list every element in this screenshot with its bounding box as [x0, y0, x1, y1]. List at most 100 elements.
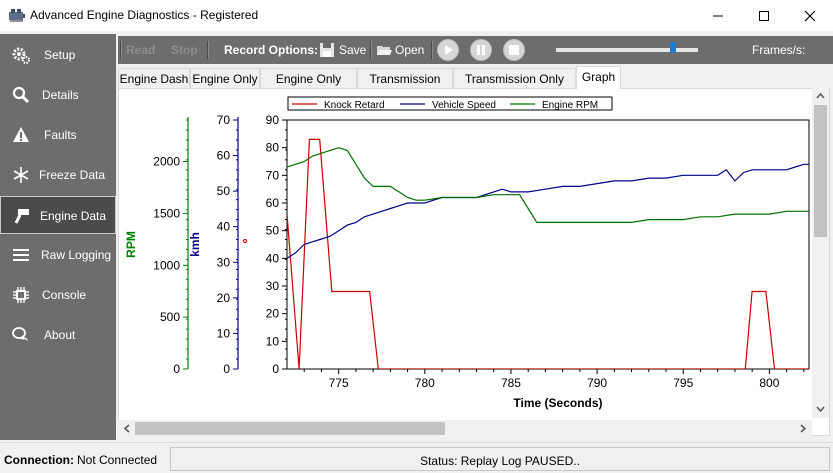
sidebar-item-setup[interactable]: Setup [0, 36, 116, 74]
tab-transmission-only[interactable]: Transmission Only [357, 68, 453, 100]
legend-label: Engine RPM [542, 100, 598, 111]
snowflake-icon [13, 167, 29, 183]
sidebar-item-label: Engine Data [40, 209, 107, 223]
minimize-button[interactable] [695, 0, 741, 31]
y-tick-label: 20 [217, 291, 231, 305]
y-tick-label: 0 [173, 362, 180, 376]
sidebar-item-raw-logging[interactable]: Raw Logging [0, 236, 116, 274]
toolbar: Read Stop Record Options: Save Open Fram… [118, 36, 833, 64]
y-tick-label: 1000 [153, 258, 180, 272]
sidebar-item-faults[interactable]: Faults [0, 116, 116, 154]
tab-label: Graph [581, 70, 616, 84]
folder-open-icon [377, 46, 392, 55]
title-bar: Advanced Engine Diagnostics - Registered [0, 0, 833, 31]
legend-label: Vehicle Speed [432, 100, 496, 111]
magnifier-icon [12, 86, 30, 104]
piston-icon [14, 209, 29, 224]
x-tick-label: 785 [501, 376, 521, 390]
sidebar-item-about[interactable]: About [0, 316, 116, 354]
close-button[interactable] [787, 0, 833, 31]
tab-engine-only-flags[interactable]: Engine Only Flags [260, 68, 357, 100]
axis-marker [243, 239, 247, 243]
graph-panel: 0 500 1000 1500 2000 RPM 0 10 20 30 40 50 60 70 kmh 0 10… [118, 88, 830, 436]
vehicle-speed-series-line [287, 163, 809, 259]
open-label: Open [395, 43, 425, 57]
y-axis-title: kmh [188, 232, 202, 257]
connection-value: Not Connected [77, 453, 158, 467]
tab-label: Engine Dash [119, 72, 189, 86]
open-button[interactable]: Open [376, 41, 428, 59]
sidebar-item-label: Setup [44, 48, 76, 62]
save-button[interactable]: Save [319, 41, 367, 59]
y-tick-label: 10 [266, 334, 280, 348]
tab-engine-dash[interactable]: Engine Dash [118, 68, 190, 88]
sidebar-item-label: Console [42, 288, 87, 302]
window-title: Advanced Engine Diagnostics - Registered [30, 8, 259, 22]
sidebar-item-label: Faults [44, 128, 77, 142]
x-tick-label: 780 [415, 376, 435, 390]
toolbar-separator [431, 41, 433, 59]
chat-icon [12, 327, 28, 341]
x-tick-label: 790 [587, 376, 607, 390]
plot-frame [286, 119, 810, 370]
vertical-scroll-thumb[interactable] [814, 105, 827, 237]
play-icon [445, 45, 453, 55]
y-tick-label: 90 [266, 113, 280, 127]
y-tick-label: 0 [272, 362, 279, 376]
scroll-down-icon[interactable] [816, 406, 825, 413]
x-tick-label: 800 [759, 376, 779, 390]
sidebar-item-console[interactable]: Console [0, 276, 116, 314]
engine-graph-chart: 0 500 1000 1500 2000 RPM 0 10 20 30 40 50 60 70 kmh 0 10… [124, 96, 810, 410]
y-tick-label: 80 [266, 141, 280, 155]
read-button[interactable]: Read [126, 43, 156, 57]
y-tick-label: 1500 [153, 206, 180, 220]
x-axis-title: Time (Seconds) [513, 396, 602, 410]
sidebar-item-details[interactable]: Details [0, 76, 116, 114]
vertical-scrollbar[interactable] [812, 88, 829, 418]
sidebar-item-label: Details [42, 88, 79, 102]
minimize-icon [713, 15, 723, 16]
sidebar-item-label: Raw Logging [41, 248, 112, 262]
toolbar-grip [120, 41, 122, 59]
stop-button[interactable]: Stop [171, 43, 198, 57]
tab-transmission-only-flags[interactable]: Transmission Only Flags [453, 68, 576, 100]
slider-thumb[interactable] [670, 42, 676, 53]
tab-engine-only[interactable]: Engine Only [190, 68, 260, 88]
floppy-disk-icon [320, 43, 334, 57]
scroll-right-icon[interactable] [800, 424, 807, 433]
pause-icon [477, 45, 485, 55]
gear-icon [12, 47, 30, 64]
stop-icon [509, 45, 519, 55]
stop-playback-button[interactable] [503, 39, 525, 61]
y-tick-label: 50 [266, 224, 280, 238]
app-engine-icon [9, 9, 25, 22]
sidebar-item-engine-data[interactable]: Engine Data [0, 196, 116, 234]
x-tick-label: 775 [329, 376, 349, 390]
play-button[interactable] [437, 39, 459, 61]
y-tick-label: 60 [217, 149, 231, 163]
playback-slider[interactable] [556, 42, 698, 58]
scroll-left-icon[interactable] [123, 424, 130, 433]
y-axis-title: RPM [124, 231, 138, 258]
warning-icon [13, 127, 29, 142]
slider-track [556, 48, 698, 52]
frames-per-second-label: Frames/s: [752, 43, 806, 57]
sidebar-item-freeze-data[interactable]: Freeze Data [0, 156, 116, 194]
maximize-button[interactable] [741, 0, 787, 31]
horizontal-scrollbar[interactable] [118, 420, 812, 437]
y-tick-label: 0 [223, 362, 230, 376]
status-bar: Connection: Not Connected Status: Replay… [0, 442, 833, 473]
scroll-up-icon[interactable] [816, 92, 825, 99]
pause-button[interactable] [470, 39, 492, 61]
y-tick-label: 10 [217, 326, 231, 340]
y-tick-label: 40 [266, 251, 280, 265]
toolbar-separator [370, 41, 372, 59]
tab-label: Engine Only [192, 72, 258, 86]
y-tick-label: 70 [217, 113, 231, 127]
tab-graph[interactable]: Graph [576, 66, 621, 89]
sidebar: Setup Details Faults Freeze Data Engine … [0, 34, 116, 440]
save-label: Save [339, 43, 367, 57]
y-tick-label: 50 [217, 184, 231, 198]
y-tick-label: 70 [266, 168, 280, 182]
horizontal-scroll-thumb[interactable] [135, 422, 445, 435]
